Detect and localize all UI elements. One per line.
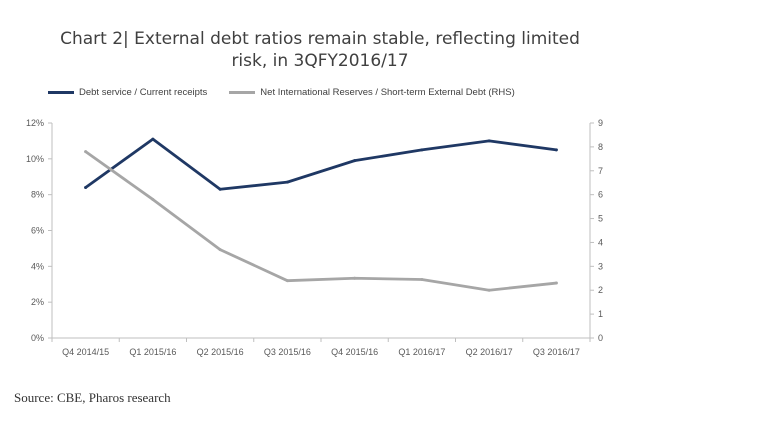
x-axis-tick-label: Q4 2014/15 — [62, 347, 109, 357]
chart-title-line-2: risk, in 3QFY2016/17 — [231, 51, 409, 71]
right-axis-tick-label: 7 — [598, 166, 603, 176]
data-point-debt-service — [285, 180, 289, 184]
legend-entry-reserves: Net International Reserves / Short-term … — [229, 86, 515, 98]
legend-label-debt-service: Debt service / Current receipts — [79, 86, 208, 98]
left-axis-tick-label: 8% — [31, 190, 44, 200]
legend-entry-debt-service: Debt service / Current receipts — [48, 87, 207, 98]
legend: Debt service / Current receipts Net Inte… — [48, 85, 537, 99]
right-axis-tick-label: 1 — [598, 309, 603, 319]
right-axis-tick-label: 6 — [598, 190, 603, 200]
left-axis-tick-label: 12% — [26, 118, 44, 128]
data-point-debt-service — [487, 139, 491, 143]
x-axis-tick-label: Q3 2015/16 — [264, 347, 311, 357]
legend-label-reserves: Net International Reserves / Short-term … — [260, 86, 515, 98]
data-point-reserves — [353, 276, 357, 280]
data-point-debt-service — [420, 148, 424, 152]
data-point-reserves — [285, 279, 289, 283]
data-point-reserves — [151, 197, 155, 201]
data-point-reserves — [487, 288, 491, 292]
x-axis-tick-label: Q4 2015/16 — [331, 347, 378, 357]
chart-title: Chart 2| External debt ratios remain sta… — [40, 28, 600, 72]
data-point-debt-service — [353, 159, 357, 163]
right-axis-tick-label: 5 — [598, 214, 603, 224]
data-point-reserves — [218, 248, 222, 252]
data-point-reserves — [554, 281, 558, 285]
x-axis-tick-label: Q1 2015/16 — [129, 347, 176, 357]
left-axis-tick-label: 0% — [31, 333, 44, 343]
right-axis-tick-label: 8 — [598, 142, 603, 152]
right-axis-tick-label: 9 — [598, 118, 603, 128]
x-axis-tick-label: Q3 2016/17 — [533, 347, 580, 357]
source-note: Source: CBE, Pharos research — [14, 390, 171, 405]
chart-title-line-1: Chart 2| External debt ratios remain sta… — [60, 29, 580, 49]
data-point-debt-service — [218, 187, 222, 191]
right-axis-tick-label: 2 — [598, 285, 603, 295]
left-axis-tick-label: 10% — [26, 154, 44, 164]
legend-swatch-debt-service — [48, 90, 74, 94]
x-axis-tick-label: Q1 2016/17 — [398, 347, 445, 357]
series-line-debt-service — [84, 137, 558, 191]
left-axis-tick-label: 6% — [31, 226, 44, 236]
data-point-debt-service — [84, 186, 88, 189]
right-axis-tick-label: 0 — [598, 333, 603, 343]
data-point-reserves — [420, 277, 424, 281]
legend-swatch-reserves — [229, 90, 256, 94]
right-axis-tick-label: 3 — [598, 261, 603, 271]
data-point-debt-service — [554, 148, 558, 152]
left-axis-tick-label: 4% — [31, 261, 44, 271]
left-axis-tick-label: 2% — [31, 297, 44, 307]
data-point-debt-service — [151, 137, 155, 141]
series-line-reserves — [84, 150, 558, 292]
x-axis-tick-label: Q2 2015/16 — [197, 347, 244, 357]
x-axis-tick-label: Q2 2016/17 — [466, 347, 513, 357]
data-point-reserves — [84, 150, 88, 154]
right-axis-tick-label: 4 — [598, 237, 603, 247]
